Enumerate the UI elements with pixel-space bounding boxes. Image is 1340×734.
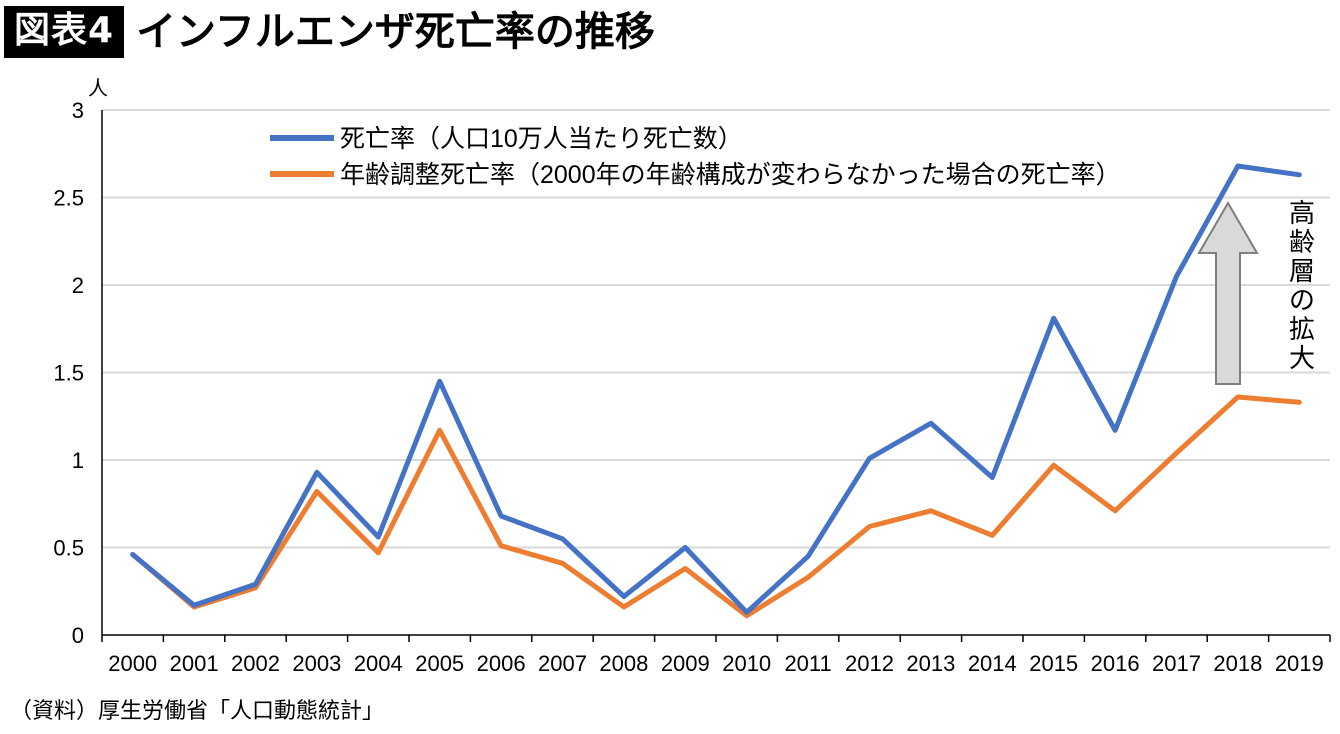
y-tick-label: 0.5 xyxy=(53,536,84,561)
x-tick-label: 2019 xyxy=(1275,651,1324,676)
annotation-char: 高 xyxy=(1289,198,1315,228)
legend-label: 年齢調整死亡率（2000年の年齢構成が変わらなかった場合の死亡率） xyxy=(340,161,1121,189)
annotation-char: 層 xyxy=(1289,256,1315,286)
x-tick-label: 2000 xyxy=(108,651,157,676)
x-tick-label: 2008 xyxy=(599,651,648,676)
annotation-char: 拡 xyxy=(1289,314,1315,344)
x-tick-label: 2012 xyxy=(845,651,894,676)
y-tick-label: 3 xyxy=(72,98,84,123)
y-tick-label: 2 xyxy=(72,273,84,298)
up-arrow-icon xyxy=(1197,201,1259,385)
x-tick-label: 2003 xyxy=(292,651,341,676)
x-tick-label: 2013 xyxy=(906,651,955,676)
x-tick-label: 2010 xyxy=(722,651,771,676)
x-tick-label: 2002 xyxy=(231,651,280,676)
x-tick-label: 2004 xyxy=(354,651,403,676)
x-tick-label: 2016 xyxy=(1091,651,1140,676)
x-tick-label: 2014 xyxy=(968,651,1017,676)
axes: 0 0.5 1 1.5 2 2.5 3人 2000 2001 2002 2003 2004 2005 20… xyxy=(53,77,1331,676)
y-tick-label: 1 xyxy=(72,448,84,473)
figure-tag: 図表4 xyxy=(4,6,125,58)
x-tick-label: 2015 xyxy=(1029,651,1078,676)
line-chart: 0 0.5 1 1.5 2 2.5 3人 2000 2001 2002 2003 2004 2005 20… xyxy=(53,77,1331,676)
annotation-char: 齢 xyxy=(1289,227,1315,257)
x-tick-label: 2005 xyxy=(415,651,464,676)
x-tick-label: 2001 xyxy=(170,651,219,676)
annotation-char: の xyxy=(1289,285,1315,315)
legend-label: 死亡率（人口10万人当たり死亡数） xyxy=(340,125,743,153)
x-tick-label: 2006 xyxy=(477,651,526,676)
y-unit-label: 人 xyxy=(88,77,108,100)
grid-lines xyxy=(102,109,1330,549)
y-tick-label: 1.5 xyxy=(53,361,84,386)
title-row: 図表4 インフルエンザ死亡率の推移 xyxy=(4,6,655,58)
series-line xyxy=(130,394,1302,619)
x-tick-label: 2007 xyxy=(538,651,587,676)
x-tick-label: 2018 xyxy=(1213,651,1262,676)
source-note: （資料）厚生労働省「人口動態統計」 xyxy=(10,699,385,724)
series-line xyxy=(130,163,1302,615)
chart-title: インフルエンザ死亡率の推移 xyxy=(136,9,655,55)
series-lines xyxy=(130,163,1302,619)
legend: 死亡率（人口10万人当たり死亡数） 年齢調整死亡率（2000年の年齢構成が変わらな… xyxy=(270,125,1121,189)
x-tick-label: 2011 xyxy=(784,651,831,676)
y-tick-label: 2.5 xyxy=(53,186,84,211)
annotation-char: 大 xyxy=(1289,343,1315,373)
x-tick-label: 2017 xyxy=(1152,651,1201,676)
y-tick-label: 0 xyxy=(72,623,84,648)
x-tick-label: 2009 xyxy=(661,651,710,676)
